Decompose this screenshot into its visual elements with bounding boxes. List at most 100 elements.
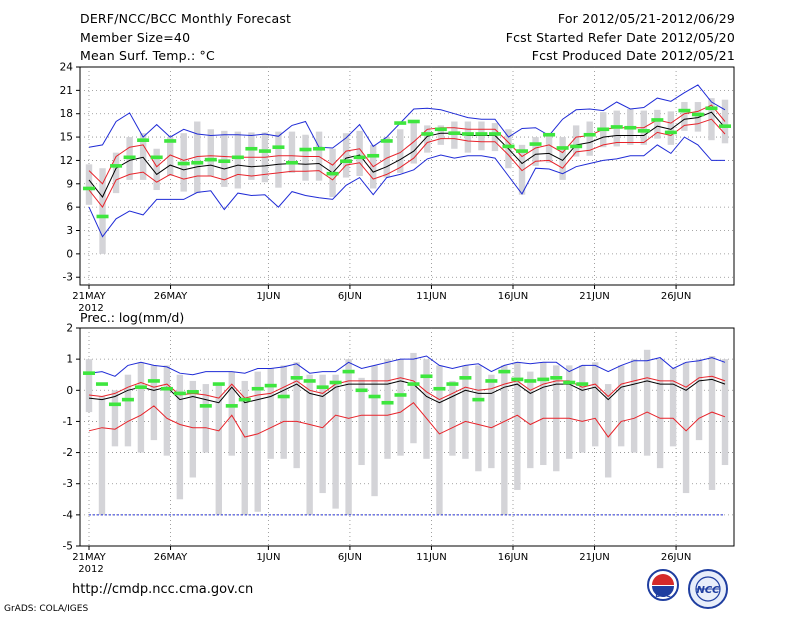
temp-ensemble-box [694, 102, 702, 132]
temp-y-tick-label: 3 [66, 225, 73, 237]
temp-ensemble-box [288, 131, 296, 173]
ncc-logo: NCC [688, 569, 728, 609]
prec-observed-marker [524, 379, 537, 383]
temp-ensemble-box [654, 109, 661, 139]
prec-y-tick-label: -5 [63, 541, 73, 553]
temp-observed-marker [204, 157, 217, 162]
temp-observed-marker [164, 139, 177, 143]
temp-observed-marker [123, 155, 136, 160]
prec-y-tick-label: 2 [66, 323, 73, 335]
prec-ensemble-box [85, 359, 93, 413]
temp-y-tick-label: 21 [60, 85, 73, 97]
temp-observed-marker [258, 149, 271, 153]
prec-observed-marker [381, 400, 394, 405]
prec-ensemble-box [617, 365, 625, 447]
temp-spread-lower-line [88, 118, 726, 209]
prec-ensemble-box [462, 365, 469, 459]
temp-observed-marker [705, 106, 718, 111]
prec-observed-marker [83, 371, 95, 375]
prec-ensemble-box [358, 377, 365, 466]
prec-observed-marker [355, 388, 368, 393]
prec-x-tick-label: 1JUN [256, 552, 280, 563]
prec-observed-marker [134, 385, 147, 389]
temp-ensemble-box [424, 125, 431, 153]
temp-observed-marker [597, 127, 610, 132]
prec-mean-line [88, 378, 726, 404]
prec-observed-marker [108, 402, 121, 407]
prec-ensemble-box [280, 365, 287, 459]
prec-ensemble-box [124, 374, 132, 447]
member-size-label: Member Size=40 [80, 30, 191, 45]
temp-y-tick-label: 24 [60, 62, 74, 74]
start-reference-date: Fcst Started Refer Date 2012/05/20 [505, 30, 735, 45]
prec-ensemble-box [592, 362, 599, 447]
prec-ensemble-box [137, 362, 145, 453]
prec-ensemble-box [708, 356, 716, 490]
temp-observed-marker [543, 132, 556, 137]
prec-ensemble-box [384, 359, 391, 459]
temp-observed-marker [150, 155, 163, 160]
temp-ensemble-box [667, 111, 675, 145]
forecast-period: For 2012/05/21-2012/06/29 [557, 11, 735, 26]
temp-observed-marker [380, 139, 393, 143]
temp-observed-marker [83, 186, 95, 191]
temp-observed-marker [421, 132, 434, 136]
prec-x-tick-label: 21MAY [72, 552, 106, 563]
prec-ensemble-box [163, 365, 171, 456]
prec-observed-marker [537, 377, 550, 382]
prec-ensemble-box [267, 368, 274, 459]
temp-ensemble-box [383, 137, 390, 178]
prec-ensemble-box [98, 396, 106, 515]
temp-observed-marker [218, 159, 231, 164]
temp-observed-marker [407, 119, 420, 124]
prec-observed-marker [407, 382, 420, 386]
prec-y-tick-label: 1 [66, 354, 73, 366]
temp-observed-marker [624, 125, 637, 130]
temp-y-tick-label: 15 [60, 132, 73, 144]
grads-credit: GrADS: COLA/IGES [4, 604, 89, 614]
prec-ensemble-box [540, 362, 547, 466]
temp-ensemble-box [397, 129, 404, 173]
prec-ensemble-box [475, 365, 482, 472]
temp-x-tick-label: 6JUN [338, 291, 362, 302]
temp-ensemble-box [248, 132, 255, 180]
prec-observed-marker [563, 380, 576, 385]
temp-x-tick-label: 16JUN [498, 291, 528, 302]
temp-ensemble-box [234, 131, 242, 189]
prec-observed-marker [394, 393, 407, 397]
prec-observed-marker [290, 376, 303, 380]
temp-envelope-upper-line [88, 84, 726, 149]
prec-ensemble-box [202, 384, 210, 453]
temp-observed-marker [285, 160, 298, 165]
prec-ensemble-box [527, 371, 534, 469]
prec-observed-marker [264, 383, 277, 388]
prec-ensemble-box [345, 359, 352, 515]
prec-ensemble-box [410, 352, 417, 444]
website-url[interactable]: http://cmdp.ncc.cma.gov.cn [72, 582, 254, 597]
prec-ensemble-box [423, 359, 430, 459]
temp-observed-marker [340, 159, 353, 164]
temp-ensemble-box [410, 121, 417, 164]
prec-ensemble-box [150, 365, 158, 441]
prec-observed-marker [498, 369, 511, 374]
prec-observed-marker [329, 380, 342, 385]
temp-x-tick-label: 11JUN [416, 291, 446, 302]
prec-observed-marker [173, 391, 186, 396]
temp-ensemble-box [545, 134, 553, 163]
prec-ensemble-box [514, 362, 521, 490]
prec-ensemble-box [604, 384, 612, 478]
prec-observed-marker [160, 386, 173, 391]
prec-observed-marker [303, 379, 316, 383]
prec-y-tick-label: -4 [63, 509, 74, 521]
prec-ensemble-box [293, 362, 300, 469]
prec-observed-marker [511, 377, 524, 382]
temp-x-tick-label: 21MAY [72, 291, 106, 302]
temp-observed-marker [516, 149, 529, 153]
temp-observed-marker [488, 132, 501, 136]
temp-observed-marker [637, 129, 650, 133]
ncc-logo-text: NCC [696, 585, 720, 596]
temp-ensemble-box [207, 129, 214, 176]
bcc-logo: BCC [647, 569, 679, 601]
prec-observed-marker [238, 397, 251, 402]
